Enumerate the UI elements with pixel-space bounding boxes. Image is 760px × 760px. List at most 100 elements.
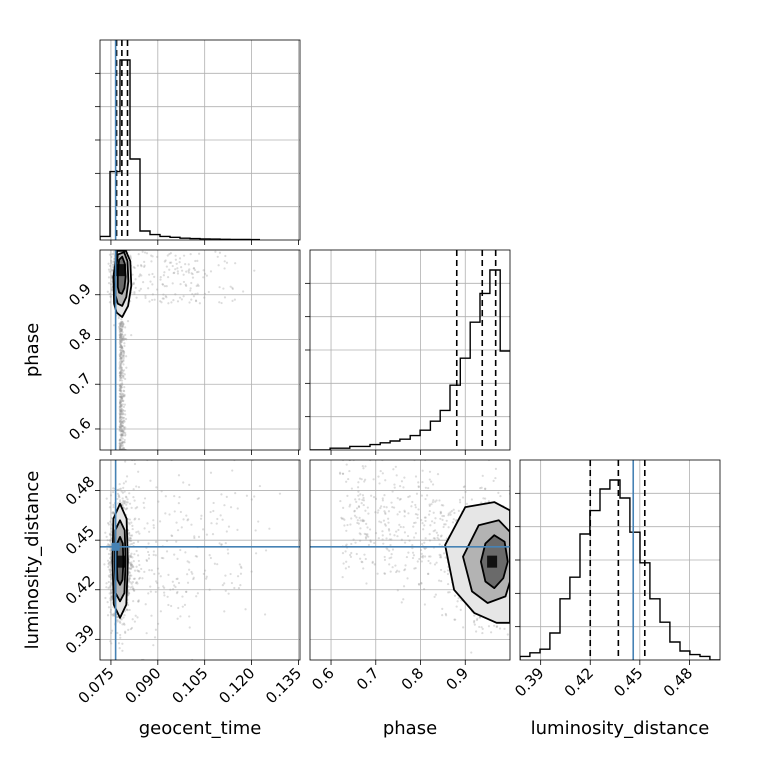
scatter-point <box>128 492 130 494</box>
scatter-point <box>415 522 417 524</box>
scatter-point <box>119 499 121 501</box>
scatter-point <box>378 482 380 484</box>
scatter-point <box>484 488 486 490</box>
scatter-point <box>166 285 168 287</box>
scatter-point <box>166 265 168 267</box>
scatter-point <box>219 286 221 288</box>
scatter-point <box>121 341 123 343</box>
scatter-point <box>110 582 112 584</box>
scatter-point <box>239 563 241 565</box>
scatter-point <box>127 501 129 503</box>
scatter-point <box>110 262 112 264</box>
scatter-point <box>149 480 151 482</box>
scatter-point <box>383 506 385 508</box>
scatter-point <box>109 584 111 586</box>
scatter-point <box>214 563 216 565</box>
scatter-point <box>429 471 431 473</box>
scatter-point <box>423 542 425 544</box>
histogram-geocent_time <box>100 60 260 240</box>
scatter-point <box>127 320 129 322</box>
scatter-point <box>188 484 190 486</box>
scatter-point <box>128 523 130 525</box>
scatter-point <box>363 554 365 556</box>
scatter-point <box>384 559 386 561</box>
scatter-point <box>481 632 483 634</box>
scatter-point <box>143 261 145 263</box>
scatter-point <box>156 582 158 584</box>
scatter-point <box>123 323 125 325</box>
scatter-point <box>231 287 233 289</box>
scatter-point <box>198 253 200 255</box>
scatter-point <box>431 520 433 522</box>
scatter-point <box>148 557 150 559</box>
scatter-point <box>144 297 146 299</box>
scatter-point <box>202 528 204 530</box>
scatter-point <box>383 510 385 512</box>
scatter-point <box>106 536 108 538</box>
scatter-point <box>377 509 379 511</box>
scatter-point <box>399 511 401 513</box>
scatter-point <box>382 538 384 540</box>
scatter-point <box>388 550 390 552</box>
scatter-point <box>385 537 387 539</box>
scatter-point <box>133 578 135 580</box>
scatter-point <box>121 425 123 427</box>
scatter-point <box>423 588 425 590</box>
scatter-point <box>153 554 155 556</box>
scatter-point <box>450 514 452 516</box>
scatter-point <box>125 367 127 369</box>
scatter-point <box>406 556 408 558</box>
scatter-point <box>410 505 412 507</box>
scatter-point <box>440 554 442 556</box>
scatter-point <box>204 569 206 571</box>
scatter-point <box>159 520 161 522</box>
scatter-point <box>361 502 363 504</box>
scatter-point <box>138 564 140 566</box>
scatter-point <box>146 252 148 254</box>
grid-layer <box>100 40 720 660</box>
scatter-point <box>165 495 167 497</box>
scatter-point <box>170 534 172 536</box>
scatter-point <box>166 540 168 542</box>
scatter-point <box>130 534 132 536</box>
scatter-point <box>142 281 144 283</box>
scatter-point <box>391 553 393 555</box>
scatter-point <box>126 507 128 509</box>
scatter-point <box>429 510 431 512</box>
scatter-point <box>380 470 382 472</box>
scatter-point <box>121 362 123 364</box>
scatter-point <box>130 565 132 567</box>
scatter-point <box>236 529 238 531</box>
scatter-point <box>251 570 253 572</box>
scatter-point <box>448 513 450 515</box>
scatter-point <box>360 533 362 535</box>
scatter-point <box>228 593 230 595</box>
scatter-point <box>121 331 123 333</box>
scatter-point <box>119 377 121 379</box>
scatter-point <box>122 335 124 337</box>
scatter-point <box>182 518 184 520</box>
scatter-point <box>160 575 162 577</box>
scatter-point <box>415 475 417 477</box>
scatter-point <box>444 571 446 573</box>
scatter-point <box>382 472 384 474</box>
scatter-point <box>396 535 398 537</box>
scatter-point <box>135 485 137 487</box>
scatter-point <box>119 447 121 449</box>
scatter-point <box>176 578 178 580</box>
scatter-point <box>363 504 365 506</box>
scatter-point <box>362 567 364 569</box>
scatter-point <box>209 589 211 591</box>
scatter-point <box>110 578 112 580</box>
scatter-point <box>279 493 281 495</box>
scatter-point <box>120 318 122 320</box>
scatter-point <box>377 512 379 514</box>
scatter-point <box>355 501 357 503</box>
scatter-point <box>433 512 435 514</box>
scatter-layer <box>103 249 511 661</box>
scatter-points-geocent_time-vs-luminosity_distance <box>103 459 281 661</box>
scatter-point <box>155 591 157 593</box>
scatter-point <box>208 291 210 293</box>
scatter-point <box>163 592 165 594</box>
scatter-point <box>364 465 366 467</box>
